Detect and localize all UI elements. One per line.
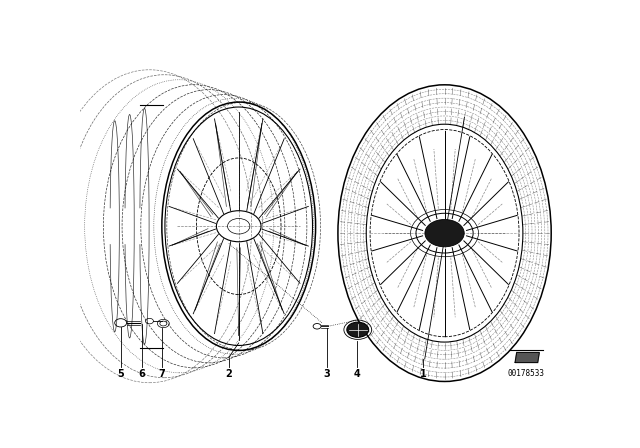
Circle shape (347, 322, 369, 337)
Polygon shape (515, 353, 540, 362)
Text: 00178533: 00178533 (508, 370, 545, 379)
Text: 1: 1 (420, 369, 427, 379)
Text: 5: 5 (117, 369, 124, 379)
Text: 3: 3 (324, 369, 330, 379)
Text: 7: 7 (159, 369, 165, 379)
Circle shape (425, 220, 464, 247)
Text: 2: 2 (225, 369, 232, 379)
Text: 4: 4 (353, 369, 360, 379)
Text: 6: 6 (139, 369, 145, 379)
